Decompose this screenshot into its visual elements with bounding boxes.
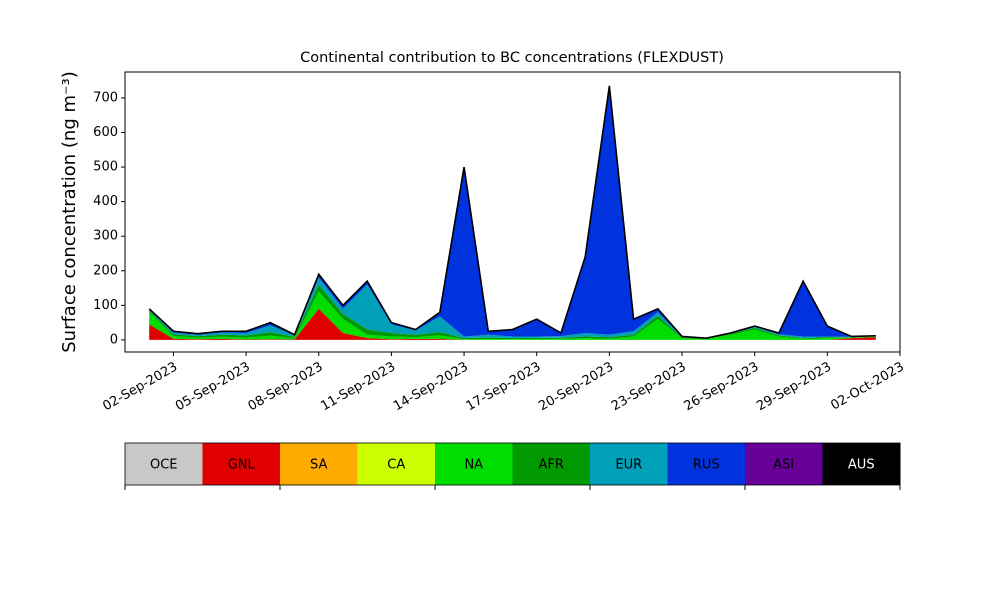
legend-swatch [435,443,513,485]
legend-label: OCE [150,458,178,473]
legend-label: EUR [615,458,642,473]
x-tick-label: 08-Sep-2023 [246,360,326,415]
total-outline [148,85,876,339]
y-tick-label: 500 [93,160,118,175]
x-tick-label: 11-Sep-2023 [318,360,398,415]
y-tick-label: 100 [93,298,118,313]
legend-swatch [202,443,281,485]
area [149,308,876,340]
legend-label: AUS [848,458,875,473]
y-tick-label: 200 [93,263,118,278]
legend-label: NA [464,458,483,473]
legend-swatch [667,443,746,485]
x-tick-label: 23-Sep-2023 [609,360,689,415]
legend-swatch [745,443,823,485]
x-tick-label: 14-Sep-2023 [391,360,471,415]
area [149,85,876,339]
y-axis-label: Surface concentration (ng m⁻³) [59,71,80,353]
x-tick-label: 29-Sep-2023 [754,360,834,415]
legend-label: CA [387,458,405,473]
x-tick-label: 05-Sep-2023 [173,360,253,415]
legend-label: GNL [228,458,256,473]
y-tick-label: 400 [93,194,118,209]
legend-swatch [280,443,358,485]
legend-swatch [512,443,591,485]
chart-title: Continental contribution to BC concentra… [300,50,724,66]
area [149,85,876,339]
legend-label: SA [310,458,327,473]
y-tick-label: 300 [93,229,118,244]
y-tick-label: 700 [93,90,118,105]
x-tick-label: 26-Sep-2023 [682,360,762,415]
x-tick-label: 02-Oct-2023 [828,360,906,414]
x-tick-label: 20-Sep-2023 [536,360,616,415]
legend-label: ASI [773,458,794,473]
x-tick-label: 17-Sep-2023 [464,360,544,415]
legend-swatch [125,443,203,485]
legend-swatch [357,443,436,485]
legend-label: RUS [693,458,720,473]
y-tick-label: 600 [93,125,118,140]
legend-frame [124,442,901,486]
y-tick-label: 0 [110,332,118,347]
legend-swatch [822,443,901,485]
x-tick-label: 02-Sep-2023 [100,360,180,415]
legend-label: AFR [539,458,564,473]
area [149,85,876,339]
plot-frame [124,71,901,353]
legend-swatch [590,443,668,485]
